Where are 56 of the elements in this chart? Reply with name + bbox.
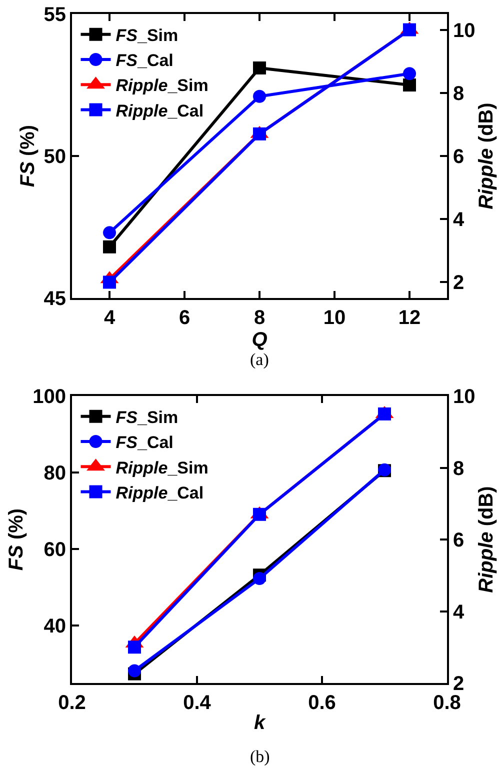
point bbox=[403, 67, 416, 80]
x-tick-label: 10 bbox=[323, 307, 346, 329]
y-tick-label: 45 bbox=[44, 288, 66, 310]
x-axis-title: k bbox=[254, 712, 266, 734]
y-tick-label: 80 bbox=[44, 462, 66, 485]
point bbox=[253, 127, 266, 140]
x-tick-label: 0.2 bbox=[58, 692, 86, 714]
text: (a) bbox=[250, 350, 269, 369]
x-tick-label: 8 bbox=[254, 307, 266, 329]
y2-axis-title: Ripple (dB) bbox=[475, 102, 498, 210]
y2-axis-title: Ripple (dB) bbox=[475, 486, 498, 593]
point bbox=[253, 508, 266, 521]
legend-label: FS_Cal bbox=[116, 51, 174, 70]
x-tick-label: 4 bbox=[104, 307, 116, 329]
point bbox=[103, 240, 116, 254]
y2-tick-label: 6 bbox=[453, 146, 464, 168]
y2-tick-label: 6 bbox=[453, 530, 464, 552]
y2-tick-label: 10 bbox=[453, 386, 476, 408]
legend-label: Ripple_Sim bbox=[116, 458, 208, 478]
y2-tick-label: 2 bbox=[453, 673, 464, 695]
y-axis-title: FS (%) bbox=[6, 508, 28, 571]
y2-tick-label: 8 bbox=[453, 82, 464, 105]
point bbox=[403, 23, 416, 36]
point bbox=[403, 78, 416, 92]
y-axis-title: FS (%) bbox=[16, 124, 39, 188]
point bbox=[103, 226, 116, 240]
legend-label: Ripple_Cal bbox=[116, 101, 204, 120]
y-tick-label: 55 bbox=[44, 4, 66, 26]
x-tick-label: 6 bbox=[178, 307, 190, 329]
x-tick-label: 0.6 bbox=[308, 692, 336, 714]
legend-label: Ripple_Cal bbox=[116, 483, 204, 502]
legend-label: Ripple_Sim bbox=[116, 76, 208, 96]
legend-label: FS_Cal bbox=[116, 433, 174, 452]
point bbox=[103, 276, 116, 289]
legend-label: FS_Sim bbox=[116, 26, 178, 46]
point bbox=[253, 90, 266, 103]
y2-tick-label: 4 bbox=[453, 209, 465, 232]
x-tick-label: 0.4 bbox=[183, 692, 212, 714]
text: (b) bbox=[250, 747, 270, 766]
y2-tick-label: 2 bbox=[453, 272, 464, 294]
y2-tick-label: 10 bbox=[453, 20, 476, 42]
point bbox=[128, 640, 141, 654]
point bbox=[253, 61, 266, 74]
y-tick-label: 100 bbox=[32, 386, 66, 408]
point bbox=[378, 407, 391, 420]
x-tick-label: 0.8 bbox=[433, 692, 461, 714]
y2-tick-label: 8 bbox=[453, 458, 464, 480]
legend-label: FS_Sim bbox=[116, 408, 178, 428]
x-axis-title: Q bbox=[252, 329, 268, 351]
x-tick-label: 12 bbox=[398, 307, 421, 329]
point bbox=[128, 664, 141, 678]
y-tick-label: 60 bbox=[44, 539, 66, 562]
y-tick-label: 50 bbox=[44, 146, 66, 168]
y2-tick-label: 4 bbox=[453, 601, 465, 624]
point bbox=[253, 572, 266, 586]
y-tick-label: 40 bbox=[44, 616, 66, 638]
